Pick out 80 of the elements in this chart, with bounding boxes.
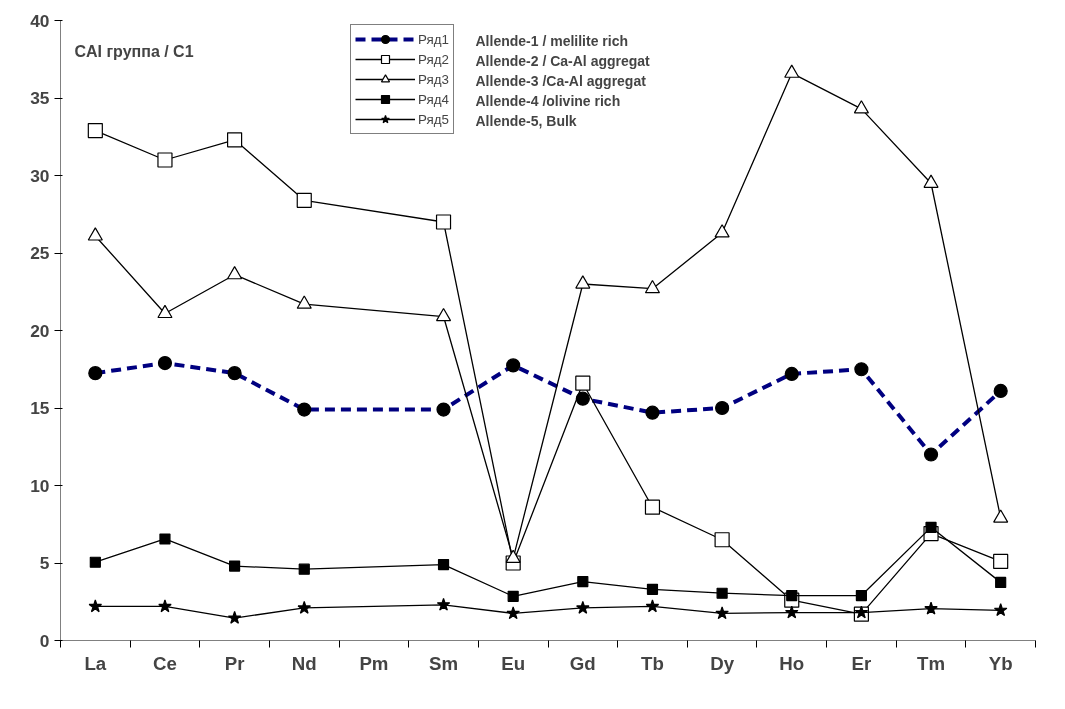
point — [714, 532, 730, 548]
point — [437, 558, 450, 571]
point — [925, 521, 937, 533]
x-tick-label: Pr — [224, 652, 245, 674]
point — [158, 599, 172, 613]
point — [784, 64, 800, 78]
point — [923, 174, 939, 188]
point — [87, 227, 103, 241]
point — [157, 152, 173, 168]
y-tick-label: 30 — [30, 165, 50, 186]
point — [227, 266, 243, 280]
point — [507, 590, 519, 602]
point — [715, 606, 729, 620]
point — [159, 533, 171, 545]
point — [576, 600, 590, 614]
point — [645, 599, 660, 613]
x-tick-label: Dy — [710, 652, 735, 674]
point — [784, 605, 799, 619]
x-tick-label: Ho — [779, 652, 805, 674]
annotation: Allende-1 / melilite rich — [475, 32, 628, 49]
x-tick-label: Eu — [501, 652, 526, 674]
point — [227, 132, 243, 148]
x-tick-label: Sm — [429, 652, 459, 674]
y-tick-label: 35 — [30, 88, 50, 108]
point — [297, 600, 312, 614]
x-tick-label: Tm — [917, 652, 946, 674]
point — [296, 192, 312, 208]
y-tick-label: 20 — [30, 320, 50, 341]
point — [644, 499, 661, 515]
point — [575, 375, 591, 391]
point — [714, 224, 730, 238]
y-tick-label: 0 — [39, 630, 50, 651]
x-tick-label: Ce — [153, 652, 177, 674]
point — [157, 304, 173, 319]
y-tick-label: 15 — [30, 398, 50, 418]
point — [575, 275, 591, 289]
x-tick-label: Pm — [359, 652, 389, 674]
point — [88, 599, 103, 613]
point — [577, 576, 589, 588]
legend-label: Ряд2 — [418, 50, 449, 69]
point — [995, 576, 1007, 588]
x-tick-label: Gd — [569, 652, 596, 674]
annotation: Allende-5, Bulk — [475, 112, 577, 129]
point — [87, 122, 103, 139]
y-tick-label: 25 — [30, 243, 50, 263]
annotation: Allende-4 /olivine rich — [475, 92, 621, 109]
point — [229, 560, 241, 572]
y-tick-label: 5 — [39, 553, 50, 573]
x-tick-label: Er — [851, 652, 872, 674]
point — [993, 553, 1009, 570]
legend-label: Ряд5 — [418, 110, 449, 129]
point — [435, 214, 452, 230]
point — [993, 509, 1009, 523]
point — [716, 587, 728, 599]
text: CAI группа / С1 — [74, 43, 194, 60]
point — [436, 597, 451, 611]
point — [298, 563, 310, 575]
annotation: Allende-2 / Ca-Al aggregat — [475, 52, 651, 69]
point — [853, 100, 869, 114]
legend-label: Ряд1 — [418, 30, 449, 49]
point — [296, 295, 312, 309]
x-tick-label: Yb — [988, 652, 1013, 674]
point — [993, 603, 1008, 617]
annotation: Allende-3 /Ca-Al aggregat — [475, 72, 647, 89]
point — [646, 583, 659, 595]
point — [786, 589, 798, 602]
point — [227, 610, 242, 624]
point — [435, 307, 452, 322]
y-tick-label: 40 — [30, 10, 50, 31]
legend-label: Ряд3 — [418, 70, 449, 89]
x-tick-label: Tb — [641, 652, 664, 674]
point — [924, 601, 938, 615]
x-tick-label: La — [84, 652, 107, 674]
point — [89, 556, 101, 568]
x-tick-label: Nd — [291, 652, 317, 674]
legend-label: Ряд4 — [418, 90, 449, 109]
point — [506, 606, 520, 620]
point — [855, 589, 867, 602]
y-tick-label: 10 — [30, 475, 50, 496]
point — [644, 279, 661, 294]
